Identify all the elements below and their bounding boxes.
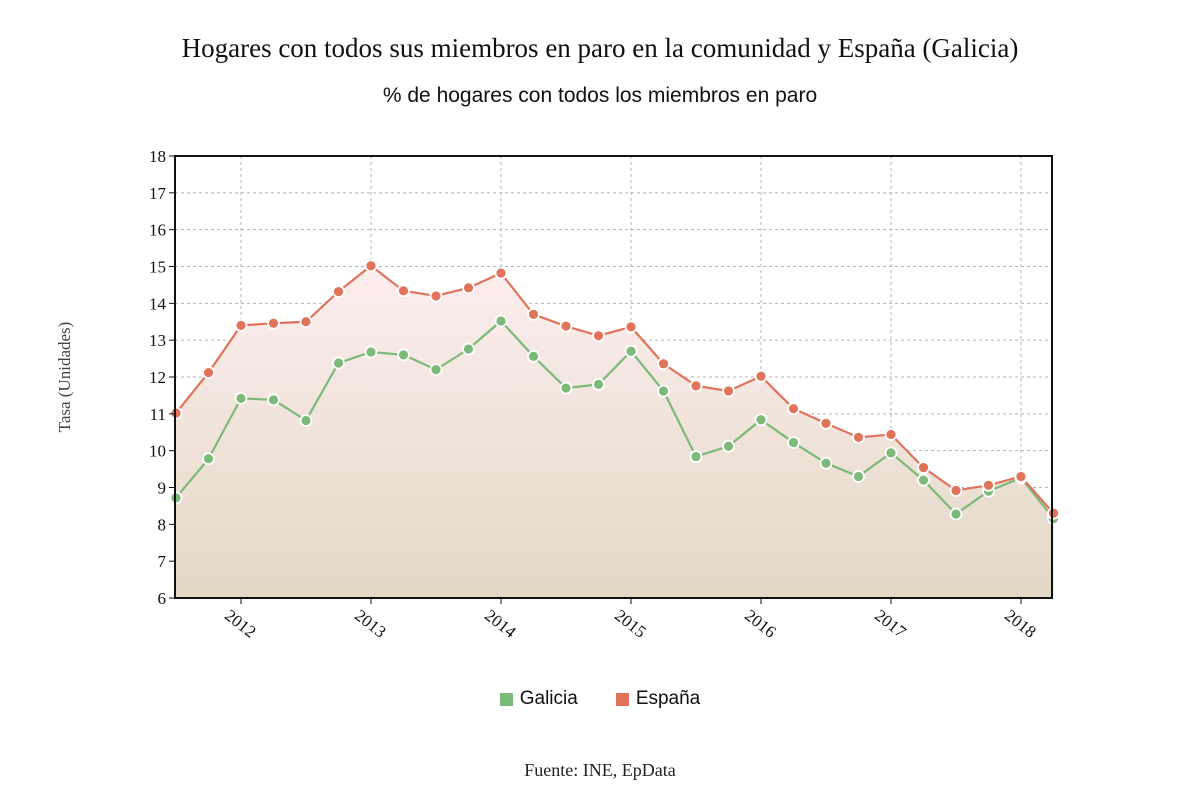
data-point-galicia [624, 344, 638, 358]
data-point-galicia [657, 384, 670, 398]
plot-frame [174, 155, 1053, 599]
data-point-espana [1047, 506, 1060, 520]
legend-label-galicia: Galicia [519, 688, 578, 709]
data-point-galicia [234, 391, 248, 405]
data-point-galicia [689, 450, 703, 463]
data-point-espana [462, 281, 475, 295]
y-axis-label: Tasa (Unidades) [55, 322, 74, 433]
legend-item-galicia[interactable]: Galicia [499, 688, 578, 710]
y-tick-label: 8 [158, 515, 167, 534]
chart-title: Hogares con todos sus miembros en paro e… [181, 33, 1019, 63]
y-tick-label: 7 [158, 552, 167, 571]
data-point-galicia [592, 377, 605, 391]
series-line-espana [175, 264, 1055, 515]
x-tick-label: 2012 [221, 606, 259, 642]
data-point-galicia [527, 349, 540, 363]
series-line-galicia [175, 319, 1055, 520]
chart-subtitle: % de hogares con todos los miembros en p… [382, 84, 818, 107]
data-point-espana [754, 369, 768, 383]
legend-label-espana: España [635, 688, 701, 709]
data-point-espana [819, 417, 833, 430]
data-point-galicia [462, 342, 475, 356]
data-point-galicia [559, 381, 573, 395]
series-lines [175, 264, 1055, 520]
data-point-espana [234, 319, 248, 332]
data-point-espana [982, 478, 995, 492]
data-point-galicia [917, 473, 930, 487]
legend: Galicia España [0, 688, 1200, 710]
y-tick-label: 10 [149, 442, 166, 461]
y-tick-label: 13 [149, 331, 166, 350]
data-point-espana [494, 266, 508, 280]
data-point-galicia [722, 439, 735, 453]
data-point-galicia [267, 393, 280, 407]
x-tick-label: 2018 [1001, 606, 1039, 642]
data-point-galicia [429, 363, 443, 377]
data-point-espana [364, 259, 378, 273]
area-fill [176, 265, 1054, 598]
data-point-espana [397, 284, 410, 298]
data-point-galicia [332, 356, 345, 370]
y-tick-label: 16 [149, 221, 166, 240]
data-point-galicia [819, 456, 833, 470]
data-point-espana [267, 316, 280, 330]
y-tick-label: 9 [158, 479, 167, 498]
data-point-galicia [852, 470, 865, 483]
y-tick-label: 18 [149, 147, 166, 166]
data-point-galicia [884, 446, 898, 460]
area-under-espana [176, 265, 1054, 598]
y-tick-label: 11 [150, 405, 166, 424]
data-point-espana [592, 329, 605, 343]
legend-item-espana[interactable]: España [615, 688, 701, 710]
source-note: Fuente: INE, EpData [524, 760, 676, 780]
data-point-galicia [364, 345, 378, 359]
y-tick-label: 6 [158, 589, 167, 608]
data-point-espana [332, 285, 345, 298]
data-point-espana [884, 428, 898, 441]
data-point-espana [202, 366, 215, 379]
data-point-espana [917, 461, 930, 475]
data-point-espana [657, 357, 670, 371]
data-point-espana [624, 320, 638, 334]
y-tick-label: 12 [149, 368, 166, 387]
data-point-galicia [754, 413, 768, 427]
data-point-espana [852, 431, 865, 444]
data-point-espana [559, 319, 573, 333]
x-tick-label: 2016 [741, 606, 779, 642]
data-point-espana [1014, 470, 1028, 483]
x-tick-label: 2017 [871, 606, 910, 642]
x-tick-label: 2014 [481, 606, 520, 642]
data-point-galicia [202, 452, 215, 466]
data-point-espana [429, 289, 443, 303]
data-point-espana [527, 307, 540, 321]
legend-swatch-espana [615, 692, 629, 706]
data-point-espana [689, 379, 703, 393]
data-point-espana [299, 315, 313, 329]
data-point-galicia [397, 348, 410, 362]
legend-swatch-galicia [499, 692, 513, 706]
data-point-espana [949, 484, 963, 497]
y-tick-label: 17 [149, 184, 167, 203]
x-tick-label: 2015 [611, 606, 649, 642]
data-point-galicia [299, 414, 313, 427]
data-point-espana [722, 384, 735, 398]
data-point-espana [787, 402, 800, 416]
x-tick-label: 2013 [351, 606, 389, 642]
y-tick-label: 15 [149, 258, 166, 277]
data-point-galicia [494, 314, 508, 328]
data-point-galicia [949, 507, 963, 521]
y-tick-label: 14 [149, 294, 167, 313]
data-point-galicia [787, 436, 800, 449]
